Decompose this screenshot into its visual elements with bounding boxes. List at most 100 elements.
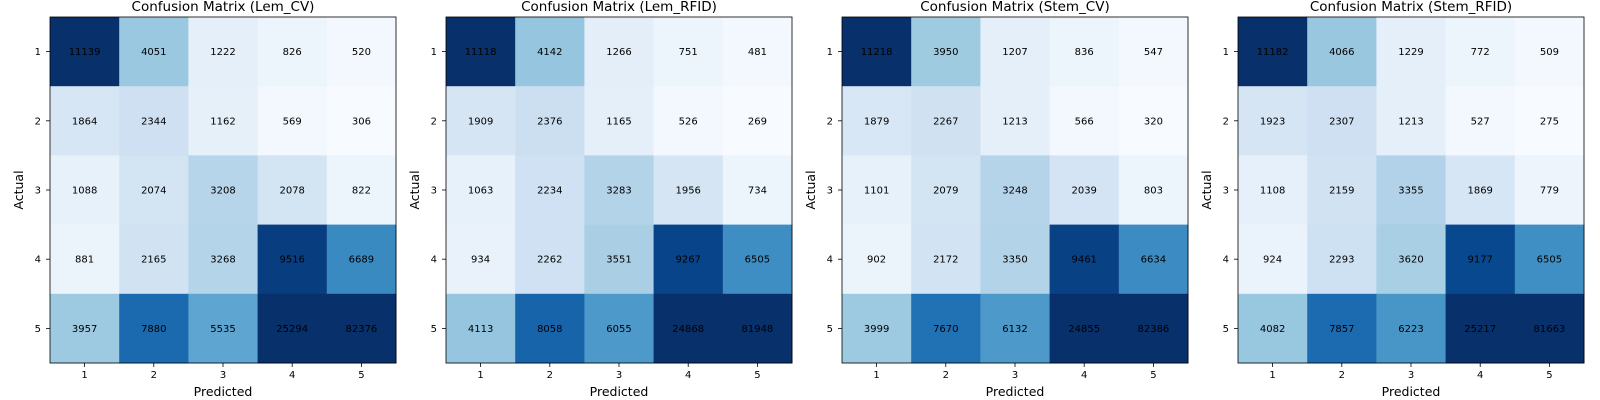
cell-value-label: 826 xyxy=(283,47,302,58)
cell-value-label: 520 xyxy=(352,47,371,58)
heatmap-cell xyxy=(119,224,189,295)
heatmap-cell xyxy=(1049,155,1120,226)
heatmap-cell xyxy=(1118,86,1189,156)
x-tick-label: 1 xyxy=(81,370,87,381)
cell-value-label: 306 xyxy=(352,116,371,127)
cell-value-label: 4066 xyxy=(1329,47,1354,58)
y-tick-label: 2 xyxy=(1223,116,1229,127)
y-tick-label: 3 xyxy=(827,186,833,197)
chart-title: Confusion Matrix (Stem_CV) xyxy=(920,0,1110,15)
cell-value-label: 3283 xyxy=(606,186,631,197)
heatmap-cell xyxy=(1514,17,1585,87)
heatmap-cell xyxy=(842,86,912,156)
cell-value-label: 509 xyxy=(1540,47,1559,58)
y-tick-label: 1 xyxy=(35,47,41,58)
cell-value-label: 6505 xyxy=(745,255,770,266)
y-tick-label: 1 xyxy=(827,47,833,58)
cell-value-label: 1266 xyxy=(606,47,631,58)
heatmap-cell xyxy=(446,155,516,226)
heatmap-cell xyxy=(188,293,259,364)
x-tick-label: 3 xyxy=(220,370,226,381)
heatmap-cell xyxy=(1238,224,1308,295)
heatmap-cell xyxy=(1514,224,1585,295)
cell-value-label: 547 xyxy=(1144,47,1163,58)
x-tick-label: 4 xyxy=(1081,370,1087,381)
chart-title: Confusion Matrix (Stem_RFID) xyxy=(1310,0,1512,15)
cell-value-label: 11182 xyxy=(1257,47,1289,58)
x-axis-label: Predicted xyxy=(1382,384,1441,399)
cell-value-label: 9177 xyxy=(1467,255,1492,266)
heatmap-cell xyxy=(326,293,397,364)
cell-value-label: 320 xyxy=(1144,116,1163,127)
cell-value-label: 9516 xyxy=(279,255,304,266)
heatmap-panel-2: Confusion Matrix (Lem_RFID)11118 4142 1266… xyxy=(407,0,793,399)
cell-value-label: 1063 xyxy=(468,186,493,197)
heatmap-cell xyxy=(326,224,397,295)
heatmap-cell xyxy=(911,155,981,226)
x-tick-label: 4 xyxy=(685,370,691,381)
cell-value-label: 566 xyxy=(1075,116,1094,127)
y-tick-label: 4 xyxy=(827,255,833,266)
cell-value-label: 2078 xyxy=(279,186,304,197)
cell-value-label: 6505 xyxy=(1537,255,1562,266)
heatmap-cell xyxy=(515,224,585,295)
heatmap-cell xyxy=(1118,155,1189,226)
heatmap-cell xyxy=(188,17,259,87)
cell-value-label: 3999 xyxy=(864,324,889,335)
y-axis-label: Actual xyxy=(11,170,26,209)
heatmap-cell xyxy=(1049,17,1120,87)
heatmap-cell xyxy=(188,86,259,156)
cell-value-label: 1909 xyxy=(468,116,493,127)
heatmap-cell xyxy=(842,293,912,364)
heatmap-cell xyxy=(1238,17,1308,87)
heatmap-cell xyxy=(980,224,1051,295)
cell-value-label: 836 xyxy=(1075,47,1094,58)
heatmap-cell xyxy=(1307,17,1377,87)
heatmap-cell xyxy=(1049,86,1120,156)
x-axis-label: Predicted xyxy=(590,384,649,399)
x-tick-label: 2 xyxy=(943,370,949,381)
x-tick-label: 3 xyxy=(1012,370,1018,381)
heatmap-cell xyxy=(119,155,189,226)
heatmap-cell xyxy=(1238,293,1308,364)
cell-value-label: 1229 xyxy=(1398,47,1423,58)
cell-value-label: 3248 xyxy=(1002,186,1027,197)
heatmap-cell xyxy=(1238,86,1308,156)
cell-value-label: 924 xyxy=(1263,255,1282,266)
y-tick-label: 2 xyxy=(431,116,437,127)
heatmap-cell xyxy=(515,293,585,364)
cell-value-label: 1213 xyxy=(1002,116,1027,127)
cell-value-label: 8058 xyxy=(537,324,562,335)
x-tick-label: 4 xyxy=(289,370,295,381)
x-tick-label: 2 xyxy=(151,370,157,381)
cell-value-label: 1165 xyxy=(606,116,631,127)
y-tick-label: 2 xyxy=(827,116,833,127)
y-tick-label: 4 xyxy=(1223,255,1229,266)
cell-value-label: 3355 xyxy=(1398,186,1423,197)
cell-value-label: 1162 xyxy=(210,116,235,127)
y-axis-label: Actual xyxy=(1199,170,1214,209)
cell-value-label: 3620 xyxy=(1398,255,1423,266)
heatmap-panel-4: Confusion Matrix (Stem_RFID)11182 4066 122… xyxy=(1199,0,1585,399)
heatmap-cell xyxy=(119,86,189,156)
heatmap-cell xyxy=(446,224,516,295)
y-tick-label: 4 xyxy=(431,255,437,266)
cell-value-label: 6055 xyxy=(606,324,631,335)
cell-value-label: 9461 xyxy=(1071,255,1096,266)
heatmap-cell xyxy=(722,17,793,87)
cell-value-label: 881 xyxy=(75,255,94,266)
heatmap-cell xyxy=(1514,86,1585,156)
heatmap-cell xyxy=(119,293,189,364)
cell-value-label: 2079 xyxy=(933,186,958,197)
heatmap-cell xyxy=(722,293,793,364)
cell-value-label: 81948 xyxy=(741,324,773,335)
cell-value-label: 1879 xyxy=(864,116,889,127)
x-tick-label: 1 xyxy=(873,370,879,381)
heatmap-cell xyxy=(188,155,259,226)
heatmap-cell xyxy=(257,224,328,295)
x-tick-label: 2 xyxy=(1339,370,1345,381)
heatmap-cell xyxy=(980,155,1051,226)
heatmap-cell xyxy=(584,86,655,156)
y-tick-label: 5 xyxy=(1223,324,1229,335)
x-tick-label: 1 xyxy=(1269,370,1275,381)
